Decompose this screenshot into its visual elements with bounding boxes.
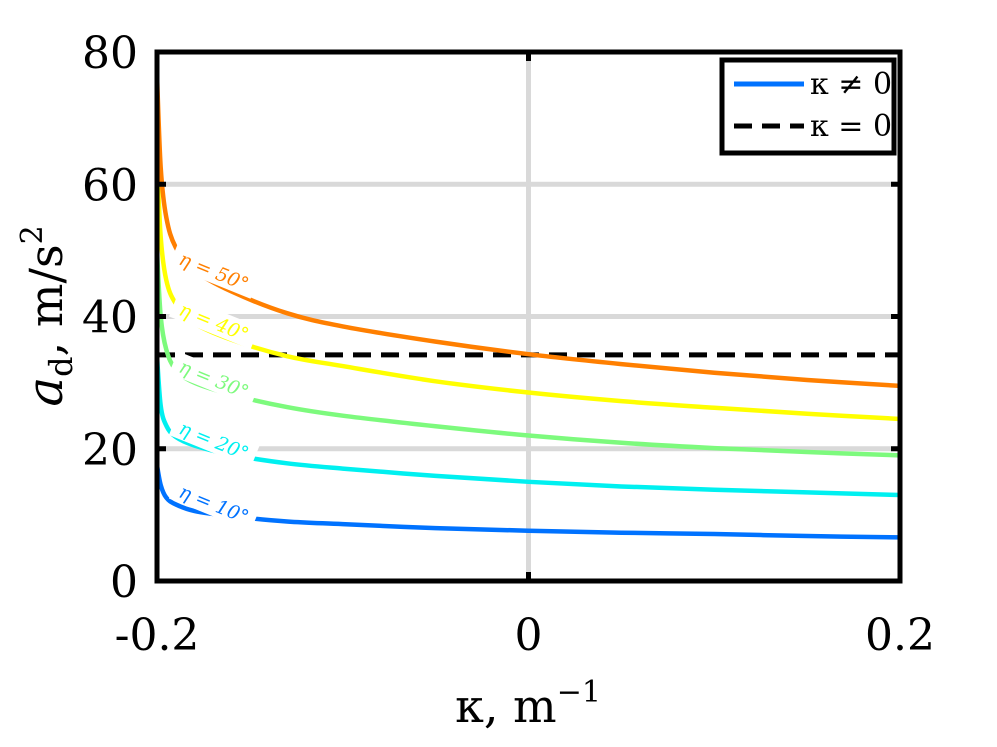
series-layer — [154, 75, 901, 540]
curve-label-group-3: η = 40° — [168, 294, 260, 350]
curve-label-layer: η = 10° η = 20° η = 30° η = 40°η = 50° — [168, 243, 260, 532]
curve-label-gap — [168, 476, 260, 532]
curve-label-4: η = 50° — [176, 248, 252, 296]
tick-mark-layer — [154, 49, 903, 584]
y-axis-title-sup: 2 — [15, 225, 50, 244]
y-tick-label: 80 — [82, 28, 138, 79]
y-axis-title-sub: d — [42, 356, 80, 376]
x-tick-label: -0.2 — [115, 610, 200, 661]
series-line-2 — [154, 250, 901, 458]
curve-label-gap — [168, 243, 260, 299]
legend-box — [719, 57, 897, 156]
series-line-1 — [154, 356, 901, 498]
curve-label-group-2: η = 30° — [168, 351, 260, 407]
y-tick-label: 60 — [82, 160, 138, 211]
x-axis-title-sup: −1 — [557, 675, 601, 710]
curve-label-2: η = 30° — [176, 356, 252, 404]
y-axis-title-var: a — [16, 377, 74, 407]
y-tick-label: 40 — [82, 293, 138, 344]
curve-label-gap — [168, 294, 260, 350]
x-axis-title: κ, m−1 — [455, 675, 601, 733]
legend: κ ≠ 0 κ = 0 — [719, 57, 897, 156]
y-axis-title-tail: , m/s — [19, 244, 73, 356]
x-tick-label: 0.2 — [865, 610, 935, 661]
curve-label-gap — [168, 412, 260, 468]
curve-label-group-0: η = 10° — [168, 476, 260, 532]
series-line-3 — [154, 157, 901, 422]
series-line-0 — [154, 464, 901, 540]
legend-label-kappa-zero: κ = 0 — [810, 109, 892, 144]
curve-label-group-4: η = 50° — [168, 243, 260, 299]
legend-label-kappa-nonzero: κ ≠ 0 — [810, 67, 892, 102]
y-axis-title: ad, m/s2 — [15, 225, 80, 406]
series-line-4 — [154, 75, 901, 389]
curve-label-1: η = 20° — [176, 417, 252, 465]
curve-label-0: η = 10° — [176, 481, 252, 529]
curve-label-gap — [168, 351, 260, 407]
curve-label-group-1: η = 20° — [168, 412, 260, 468]
y-tick-label: 20 — [82, 425, 138, 476]
x-axis-title-base: κ, m — [455, 679, 557, 733]
curve-label-3: η = 40° — [176, 299, 252, 347]
x-tick-label: 0 — [515, 610, 543, 661]
y-tick-label: 0 — [110, 557, 138, 608]
